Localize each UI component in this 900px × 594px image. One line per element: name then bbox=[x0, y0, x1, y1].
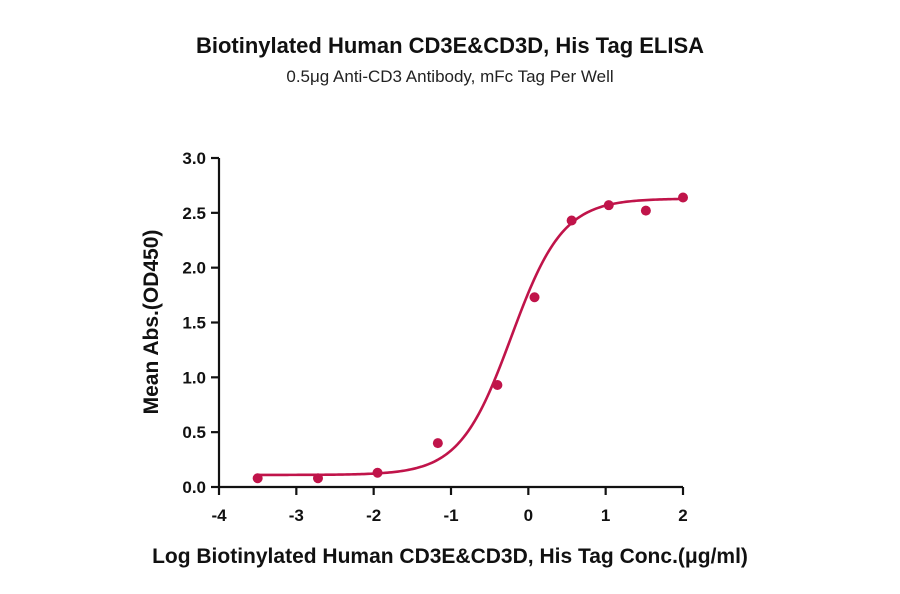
y-ticks: 0.0 0.5 1.0 1.5 2.0 2.5 3.0 bbox=[182, 149, 219, 497]
y-tick-label: 3.0 bbox=[182, 149, 206, 168]
y-tick-label: 0.5 bbox=[182, 423, 206, 442]
data-point bbox=[603, 200, 614, 211]
data-point bbox=[640, 205, 651, 216]
x-ticks: -4 -3 -2 -1 0 1 2 bbox=[211, 487, 688, 525]
y-tick-label: 0.0 bbox=[182, 478, 206, 497]
data-point bbox=[312, 473, 323, 484]
y-tick-label: 2.0 bbox=[182, 259, 206, 278]
x-tick-label: -4 bbox=[211, 506, 227, 525]
y-axis-label: Mean Abs.(OD450) bbox=[140, 230, 163, 415]
fit-curve bbox=[257, 197, 684, 477]
y-tick-label: 1.5 bbox=[182, 314, 206, 333]
data-point bbox=[529, 292, 540, 303]
x-tick-label: 0 bbox=[524, 506, 533, 525]
x-tick-label: 2 bbox=[678, 506, 687, 525]
data-point bbox=[252, 473, 263, 484]
x-axis-label: Log Biotinylated Human CD3E&CD3D, His Ta… bbox=[152, 545, 748, 568]
data-point bbox=[372, 467, 383, 478]
axes bbox=[217, 158, 683, 489]
chart-subtitle: 0.5μg Anti-CD3 Antibody, mFc Tag Per Wel… bbox=[286, 67, 613, 86]
x-tick-label: -2 bbox=[366, 506, 381, 525]
data-points bbox=[252, 192, 688, 484]
data-point bbox=[492, 380, 503, 391]
data-point bbox=[566, 215, 577, 226]
data-point bbox=[678, 192, 688, 203]
y-tick-label: 1.0 bbox=[182, 368, 206, 387]
chart-title: Biotinylated Human CD3E&CD3D, His Tag EL… bbox=[196, 33, 704, 58]
x-tick-label: 1 bbox=[601, 506, 610, 525]
x-tick-label: -3 bbox=[289, 506, 304, 525]
y-tick-label: 2.5 bbox=[182, 204, 206, 223]
data-point bbox=[432, 438, 443, 449]
x-tick-label: -1 bbox=[443, 506, 458, 525]
